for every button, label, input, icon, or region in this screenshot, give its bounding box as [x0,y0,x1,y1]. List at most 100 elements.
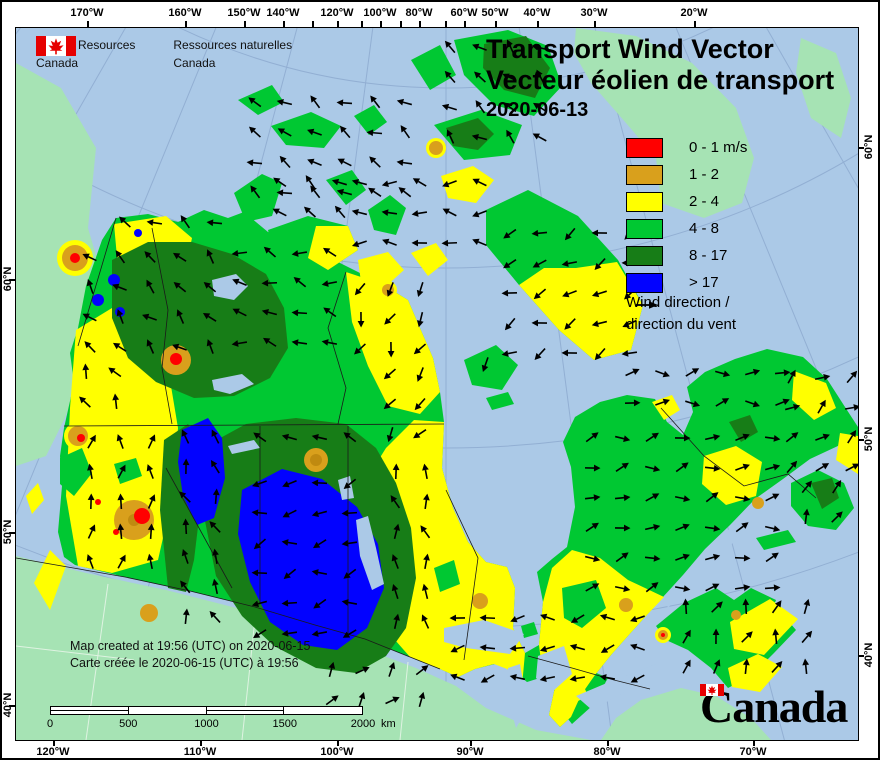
wind-arrow [450,673,465,681]
wind-arrow [82,313,97,322]
latitude-label: 60°N [863,134,875,160]
wind-arrow [774,369,791,377]
wind-arrow [711,601,723,613]
wind-arrow [630,643,645,651]
wind-arrow [534,348,546,360]
axis-tick [200,740,202,746]
longitude-label: 120°W [320,7,354,19]
wind-arrow [771,660,783,673]
wind-region-4-8 [60,448,92,496]
wind-arrow [446,129,455,144]
wind-arrow [232,308,247,317]
lake [212,274,248,300]
wind-arrow [370,95,381,109]
lake [506,664,528,728]
wind-arrow [116,434,124,449]
wind-region-gt17 [108,274,120,286]
political-border [165,467,233,589]
wind-arrow [741,631,753,643]
wind-arrow [310,95,321,109]
wind-arrow [212,488,220,505]
wind-region-1-2 [619,598,633,612]
wind-arrow [413,429,427,439]
wind-arrow [474,71,486,83]
wind-arrow [765,493,780,502]
wind-arrow [181,429,190,444]
scale-bar-label: 0 [46,718,54,730]
wind-arrow [630,615,645,623]
lake [356,516,384,590]
wordmark-flag-icon [700,684,724,696]
wind-arrow [415,665,429,676]
wind-arrow [615,462,629,472]
wind-direction-arrow-icon [636,301,658,309]
scale-bar-segment [206,707,285,714]
wind-arrow [323,247,337,257]
wind-region-0-1 [113,529,119,535]
axis-tick [9,279,15,281]
wind-arrow [509,644,526,652]
legend-item: 2 - 4 [626,188,747,215]
wind-arrow [411,210,428,217]
wind-arrow [311,434,328,441]
axis-tick [87,21,89,27]
wind-region-1-2 [310,454,322,466]
wind-region-1-2 [731,610,741,620]
political-border [16,557,441,670]
wind-region-4-8 [411,45,456,90]
wind-arrow [441,103,457,111]
attribution-fr: Carte créée le 2020-06-15 (UTC) à 19:56 [70,656,299,671]
wind-arrow [712,659,721,674]
wind-arrow [203,281,217,293]
wind-arrow [594,347,606,361]
wind-arrow [787,369,796,384]
wind-arrow [614,585,631,592]
wind-arrow [82,253,97,262]
wind-arrow [814,374,831,381]
wind-arrow [704,434,721,441]
wind-arrow [503,102,517,113]
wind-region-4-8 [756,530,796,550]
wind-arrow [79,396,91,408]
wind-arrow [112,283,127,291]
wind-arrow [291,339,308,346]
wind-arrow [532,259,547,268]
wind-arrow [479,644,496,652]
wind-region-4-8 [464,345,518,390]
wind-arrow [570,614,585,623]
longitude-label: 140°W [266,7,300,19]
wind-arrow [735,522,749,533]
legend-label: 0 - 1 m/s [689,139,748,156]
wind-arrow [172,343,187,351]
wind-arrow [645,493,660,502]
legend-swatch [626,137,663,158]
wind-region-2-4 [652,395,680,420]
wind-arrow [232,278,247,286]
attribution-en: Map created at 19:56 (UTC) on 2020-06-15 [70,639,311,653]
wind-arrow [569,675,586,682]
axis-tick [470,740,472,746]
wind-arrow [146,279,155,294]
wind-arrow [182,458,190,475]
wind-arrow [416,311,424,328]
wind-arrow [416,367,424,382]
wind-arrow [282,479,297,488]
wind-arrow [421,583,429,600]
wind-arrow [84,341,96,353]
wind-arrow [704,464,721,472]
wind-arrow [336,188,353,196]
wind-arrow [655,398,670,406]
legend-label: 4 - 8 [689,220,720,237]
wind-arrow [532,133,547,142]
wind-arrow [685,368,700,377]
wind-arrow [674,585,691,592]
wind-arrow [705,492,719,503]
wind-region-2-4 [702,446,762,505]
axis-tick [607,740,609,746]
wind-arrow [501,350,518,357]
longitude-label: 100°W [320,746,354,758]
scale-bar-label: 2000 [350,718,376,730]
political-border [327,271,347,425]
wind-arrow [341,540,358,547]
axis-tick [337,740,339,746]
